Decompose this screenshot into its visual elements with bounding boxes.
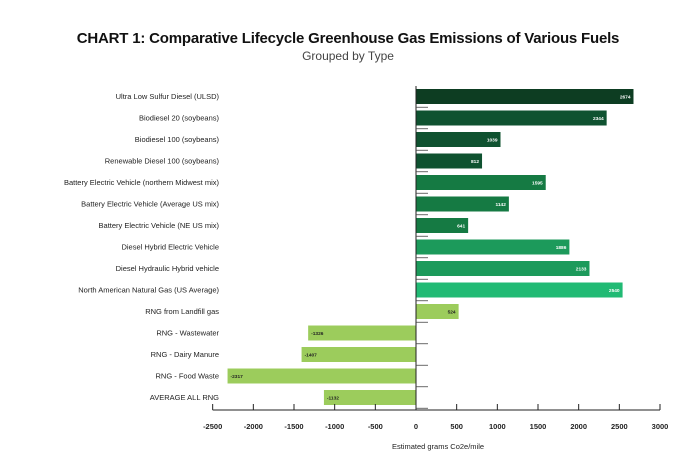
value-label: 2674 — [620, 94, 631, 100]
category-label: Battery Electric Vehicle (northern Midwe… — [64, 178, 220, 187]
bar — [227, 368, 416, 384]
x-tick-label: -2000 — [244, 422, 263, 431]
x-tick-label: -1000 — [325, 422, 344, 431]
category-label: Battery Electric Vehicle (NE US mix) — [99, 221, 220, 230]
bar — [416, 239, 570, 255]
category-label: RNG - Dairy Manure — [151, 350, 219, 359]
value-label: 1595 — [532, 180, 543, 186]
value-label: 641 — [457, 223, 465, 229]
category-label: Diesel Hybrid Electric Vehicle — [121, 243, 219, 252]
category-label: AVERAGE ALL RNG — [150, 393, 219, 402]
bar — [416, 89, 634, 104]
chart-title: CHART 1: Comparative Lifecycle Greenhous… — [76, 30, 620, 47]
bar — [416, 153, 483, 169]
x-tick-label: -2500 — [203, 422, 222, 431]
x-tick-label: 0 — [414, 422, 418, 431]
category-label: RNG from Landfill gas — [145, 307, 219, 316]
x-tick-label: 2500 — [611, 422, 628, 431]
bar — [416, 282, 623, 298]
value-label: 524 — [448, 309, 456, 315]
bar — [416, 304, 459, 319]
category-label: RNG - Wastewater — [156, 329, 219, 338]
bar — [416, 132, 501, 147]
value-label: -2317 — [231, 374, 244, 380]
value-label: 1886 — [556, 245, 567, 251]
category-label: North American Natural Gas (US Average) — [78, 286, 219, 295]
bar — [416, 196, 509, 212]
value-label: -1407 — [305, 352, 318, 358]
category-label: Biodiesel 100 (soybeans) — [135, 135, 220, 144]
category-label: Battery Electric Vehicle (Average US mix… — [81, 200, 219, 209]
value-label: 2133 — [576, 266, 587, 272]
bar — [416, 261, 590, 276]
value-label: 1039 — [487, 137, 498, 143]
x-tick-label: -500 — [368, 422, 383, 431]
value-label: 2344 — [593, 116, 604, 122]
category-label: Renewable Diesel 100 (soybeans) — [105, 157, 220, 166]
x-tick-label: 2000 — [570, 422, 587, 431]
bar — [301, 347, 416, 362]
x-tick-label: 3000 — [652, 422, 669, 431]
x-tick-label: -1500 — [284, 422, 303, 431]
bar — [416, 110, 607, 126]
value-label: 1142 — [495, 202, 506, 208]
value-label: -1326 — [311, 331, 324, 337]
chart-subtitle: Grouped by Type — [302, 49, 394, 63]
category-label: Ultra Low Sulfur Diesel (ULSD) — [116, 92, 220, 101]
category-label: Diesel Hydraulic Hybrid vehicle — [116, 264, 219, 273]
x-tick-label: 500 — [450, 422, 463, 431]
bar — [416, 218, 469, 233]
category-label: RNG - Food Waste — [156, 372, 220, 381]
x-axis-label: Estimated grams Co2e/mile — [392, 442, 484, 451]
value-label: 2540 — [609, 288, 620, 294]
category-label: Biodiesel 20 (soybeans) — [139, 114, 220, 123]
bar — [308, 325, 416, 341]
value-label: 812 — [471, 159, 479, 165]
x-tick-label: 1500 — [530, 422, 547, 431]
x-tick-label: 1000 — [489, 422, 506, 431]
bar — [323, 390, 416, 405]
bar — [416, 175, 546, 190]
value-label: -1132 — [327, 395, 339, 401]
